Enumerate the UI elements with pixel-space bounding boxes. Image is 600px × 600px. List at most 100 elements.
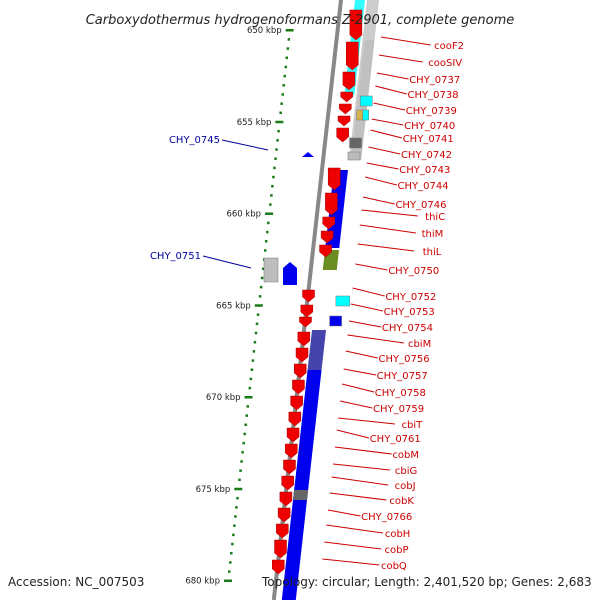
gene-label-right[interactable]: thiC [425, 212, 445, 223]
gene-label-right[interactable]: CHY_0746 [395, 200, 446, 211]
gene-label-right[interactable]: thiL [423, 247, 442, 258]
gene-label-right[interactable]: CHY_0743 [399, 165, 450, 176]
scale-dot [239, 469, 242, 472]
gene-label-right[interactable]: CHY_0750 [388, 266, 439, 277]
gene-leader-line [348, 320, 382, 328]
gene-box-grey [263, 257, 279, 283]
gene-label-right[interactable]: cooF2 [434, 41, 464, 52]
track-band-blue [281, 370, 322, 600]
scale-dot [274, 157, 277, 160]
gene-leader-line [345, 350, 378, 359]
gene-label-right[interactable]: CHY_0758 [375, 388, 426, 399]
scale-tick-label: 660 kbp [226, 210, 261, 220]
gene-label-right[interactable]: cobQ [381, 561, 407, 572]
scale-dot [230, 551, 233, 555]
scale-dot [282, 84, 285, 87]
scale-dot [265, 240, 268, 243]
scale-dot [272, 175, 275, 179]
forward-gene-arrow [349, 9, 363, 41]
scale-dot [243, 432, 246, 436]
gene-box-grey [349, 137, 362, 149]
gene-label-right[interactable]: cobM [392, 450, 419, 461]
scale-dot [287, 38, 291, 41]
gene-label-right[interactable]: cobK [389, 496, 414, 507]
gene-box-grey [347, 151, 361, 161]
gene-label-right[interactable]: CHY_0742 [401, 150, 452, 161]
gene-box-cyan [362, 109, 369, 121]
scale-dot [267, 221, 270, 225]
gene-label-right[interactable]: cbiT [402, 420, 424, 431]
gene-label-right[interactable]: CHY_0739 [406, 106, 457, 117]
scale-dot [271, 184, 274, 188]
gene-leader-line [336, 429, 370, 439]
gene-label-right[interactable]: CHY_0738 [408, 90, 459, 101]
forward-gene-arrow [302, 289, 315, 303]
scale-dot [273, 166, 276, 170]
scale-dot [263, 249, 267, 252]
gene-leader-line [376, 72, 409, 80]
reverse-gene-arrow [302, 152, 314, 157]
gene-label-right[interactable]: CHY_0759 [373, 404, 424, 415]
forward-gene-arrow [336, 127, 349, 143]
gene-leader-line [371, 118, 404, 126]
scale-dot [266, 230, 269, 234]
gene-label-right[interactable]: thiM [422, 229, 444, 240]
scale-dot [242, 441, 245, 445]
scale-dot [248, 386, 252, 390]
scale-dot [253, 340, 257, 344]
gene-leader-line [362, 196, 395, 205]
scale-dot [259, 285, 263, 289]
gene-leader-line [352, 287, 385, 297]
gene-label-right[interactable]: CHY_0737 [409, 75, 460, 86]
scale-dot [279, 111, 282, 115]
scale-dot [234, 515, 237, 518]
gene-label-right[interactable]: CHY_0766 [361, 512, 412, 523]
gene-label-right[interactable]: cbiM [408, 339, 431, 350]
gene-label-left[interactable]: CHY_0751 [150, 251, 201, 262]
scale-tick-label: 655 kbp [237, 118, 272, 128]
forward-gene-arrow [300, 304, 314, 318]
scale-tick-label: 675 kbp [196, 485, 231, 495]
scale-dot [252, 350, 256, 353]
gene-label-right[interactable]: CHY_0761 [370, 434, 421, 445]
scale-major-tick [254, 304, 263, 307]
scale-dot [236, 496, 239, 500]
forward-gene-arrow [276, 523, 289, 539]
gene-label-right[interactable]: CHY_0756 [379, 354, 430, 365]
gene-label-right[interactable]: cobP [385, 545, 409, 556]
scale-dot [283, 74, 287, 78]
gene-label-right[interactable]: CHY_0744 [398, 181, 449, 192]
scale-dot [238, 478, 241, 482]
genome-summary-text: Topology: circular; Length: 2,401,520 bp… [261, 575, 592, 589]
gene-label-right[interactable]: CHY_0757 [377, 371, 428, 382]
gene-label-right[interactable]: CHY_0753 [384, 307, 435, 318]
scale-dot [231, 542, 234, 546]
gene-label-right[interactable]: CHY_0754 [382, 323, 433, 334]
scale-tick-label: 670 kbp [206, 393, 241, 403]
gene-leader-line [366, 162, 399, 170]
gene-label-right[interactable]: CHY_0741 [403, 134, 454, 145]
gene-leader-line [326, 524, 383, 534]
forward-gene-arrow [283, 459, 296, 475]
scale-dot [275, 148, 278, 151]
gene-label-right[interactable]: cobH [385, 529, 410, 540]
forward-gene-arrow [320, 230, 334, 244]
gene-leader-line [338, 417, 395, 425]
gene-label-right[interactable]: cobJ [395, 481, 416, 492]
forward-gene-arrow [277, 507, 291, 523]
gene-label-right[interactable]: CHY_0752 [385, 292, 436, 303]
gene-leader-line [322, 558, 380, 566]
scale-dot [246, 405, 250, 408]
gene-leader-line [324, 541, 382, 550]
gene-leader-line [202, 255, 252, 269]
gene-label-right[interactable]: CHY_0740 [404, 121, 455, 132]
forward-gene-arrow [279, 491, 293, 507]
gene-label-right[interactable]: cooSIV [428, 58, 462, 69]
gene-label-left[interactable]: CHY_0745 [169, 135, 220, 146]
scale-dot [277, 129, 280, 133]
gene-label-right[interactable]: cbiG [395, 466, 417, 477]
gene-leader-line [373, 102, 406, 111]
scale-major-tick [285, 29, 294, 32]
scale-dot [276, 139, 279, 142]
